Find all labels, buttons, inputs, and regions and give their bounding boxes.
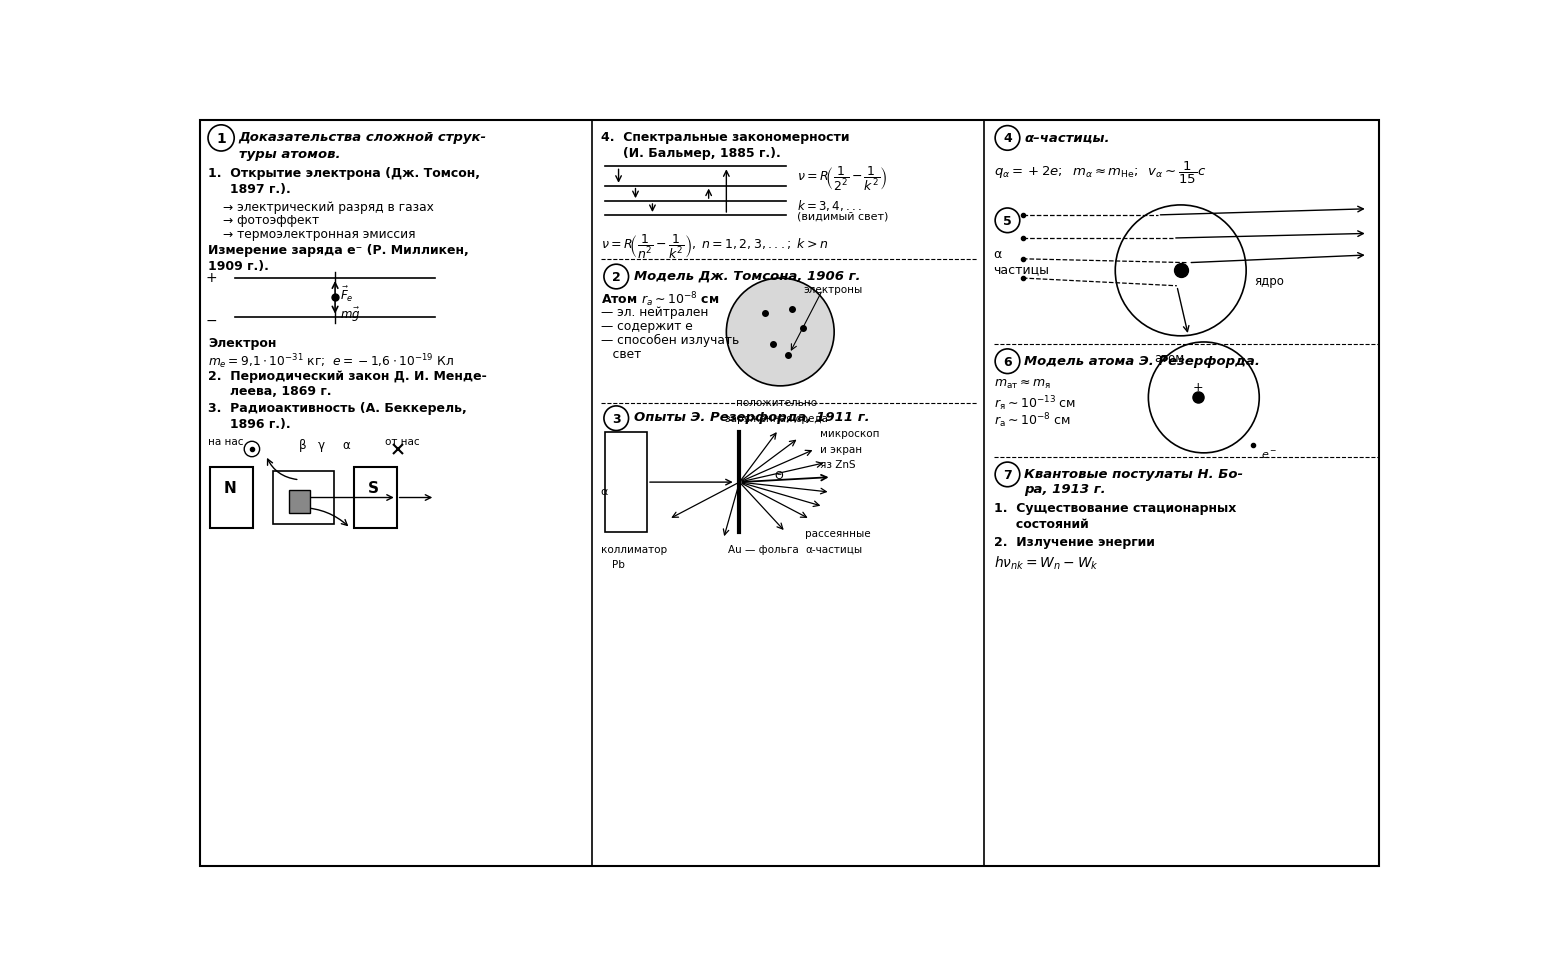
Text: α: α xyxy=(601,487,609,496)
Text: — содержит e: — содержит e xyxy=(601,319,692,332)
Text: свет: свет xyxy=(601,348,641,361)
Text: Модель Дж. Томсона, 1906 г.: Модель Дж. Томсона, 1906 г. xyxy=(633,270,860,282)
Text: 4: 4 xyxy=(1003,132,1012,146)
Text: коллиматор: коллиматор xyxy=(601,544,667,554)
Text: ядро: ядро xyxy=(1254,275,1284,288)
Text: $\Theta$: $\Theta$ xyxy=(774,469,784,481)
FancyBboxPatch shape xyxy=(354,467,396,529)
Text: Квантовые постулаты Н. Бо-: Квантовые постулаты Н. Бо- xyxy=(1025,467,1244,481)
Text: 1897 г.).: 1897 г.). xyxy=(208,183,291,195)
Text: $e^-$: $e^-$ xyxy=(1261,449,1277,461)
Text: электроны: электроны xyxy=(803,285,863,295)
Text: γ: γ xyxy=(317,439,325,451)
Text: 2.  Излучение энергии: 2. Излучение энергии xyxy=(994,535,1154,549)
Text: $q_\alpha = +2e;\;\; m_\alpha \approx m_{\rm He};\;\; v_\alpha \sim \dfrac{1}{15: $q_\alpha = +2e;\;\; m_\alpha \approx m_… xyxy=(994,159,1205,186)
Text: леева, 1869 г.: леева, 1869 г. xyxy=(208,385,331,398)
Text: Атом $r_a \sim 10^{-8}$ см: Атом $r_a \sim 10^{-8}$ см xyxy=(601,290,720,309)
Text: Опыты Э. Резерфорда, 1911 г.: Опыты Э. Резерфорда, 1911 г. xyxy=(633,411,869,424)
Text: → фотоэффект: → фотоэффект xyxy=(223,214,319,227)
Text: — эл. нейтрален: — эл. нейтрален xyxy=(601,306,709,319)
Circle shape xyxy=(726,278,834,387)
Text: S: S xyxy=(367,481,379,495)
Text: +: + xyxy=(1193,381,1204,394)
Text: на нас: на нас xyxy=(208,437,243,446)
FancyBboxPatch shape xyxy=(273,471,333,525)
Text: 3: 3 xyxy=(612,412,621,425)
Text: $k = 3, 4, ...$: $k = 3, 4, ...$ xyxy=(797,198,861,213)
Text: от нас: от нас xyxy=(385,437,419,446)
Text: туры атомов.: туры атомов. xyxy=(239,148,341,161)
Text: 1909 г.).: 1909 г.). xyxy=(208,260,268,273)
Text: α-частицы: α-частицы xyxy=(804,544,861,554)
Text: Au — фольга: Au — фольга xyxy=(727,544,798,554)
Text: частицы: частицы xyxy=(994,264,1049,276)
Text: Электрон: Электрон xyxy=(208,336,276,350)
Text: ра, 1913 г.: ра, 1913 г. xyxy=(1025,483,1106,495)
Text: Доказательства сложной струк-: Доказательства сложной струк- xyxy=(239,131,487,144)
FancyBboxPatch shape xyxy=(604,433,647,532)
Text: 4.  Спектральные закономерности: 4. Спектральные закономерности xyxy=(601,131,849,144)
Text: атом: атом xyxy=(1154,352,1185,364)
Text: рассеянные: рассеянные xyxy=(804,529,871,538)
Text: $m_e = 9{,}1\cdot10^{-31}$ кг;  $e = -1{,}6\cdot10^{-19}$ Кл: $m_e = 9{,}1\cdot10^{-31}$ кг; $e = -1{,… xyxy=(208,352,455,370)
Text: β: β xyxy=(299,439,307,451)
Text: 1: 1 xyxy=(216,132,227,146)
Text: состояний: состояний xyxy=(994,517,1088,531)
Text: $\nu = R\!\left(\dfrac{1}{2^2}-\dfrac{1}{k^2}\right)$: $\nu = R\!\left(\dfrac{1}{2^2}-\dfrac{1}… xyxy=(797,165,888,193)
Text: заряженная среда: заряженная среда xyxy=(724,413,828,423)
Text: N: N xyxy=(223,481,236,495)
Text: 1.  Существование стационарных: 1. Существование стационарных xyxy=(994,502,1236,515)
Text: (И. Бальмер, 1885 г.).: (И. Бальмер, 1885 г.). xyxy=(601,147,781,159)
Text: $r_{\rm а} \sim 10^{-8}$ см: $r_{\rm а} \sim 10^{-8}$ см xyxy=(994,411,1071,430)
Text: Измерение заряда e⁻ (Р. Милликен,: Измерение заряда e⁻ (Р. Милликен, xyxy=(208,244,468,257)
Text: 3.  Радиоактивность (А. Беккерель,: 3. Радиоактивность (А. Беккерель, xyxy=(208,402,467,415)
Text: яз ZnS: яз ZnS xyxy=(820,459,855,470)
Text: 1.  Открытие электрона (Дж. Томсон,: 1. Открытие электрона (Дж. Томсон, xyxy=(208,167,481,180)
Text: $r_{\rm я} \sim 10^{-13}$ см: $r_{\rm я} \sim 10^{-13}$ см xyxy=(994,394,1076,413)
Text: $m_{\rm ат} \approx m_{\rm я}$: $m_{\rm ат} \approx m_{\rm я}$ xyxy=(994,377,1051,391)
FancyBboxPatch shape xyxy=(288,490,310,513)
Text: — способен излучать: — способен излучать xyxy=(601,333,740,347)
Text: $m\vec{g}$: $m\vec{g}$ xyxy=(341,306,361,323)
Text: положительно: положительно xyxy=(737,398,817,408)
Text: $\vec{F}_e$: $\vec{F}_e$ xyxy=(341,284,354,303)
Text: Модель атома Э. Резерфорда.: Модель атома Э. Резерфорда. xyxy=(1025,354,1261,367)
Text: α: α xyxy=(342,439,350,451)
Text: α: α xyxy=(994,248,1002,261)
Text: → электрический разряд в газах: → электрический разряд в газах xyxy=(223,200,435,213)
Text: α–частицы.: α–частицы. xyxy=(1025,131,1110,144)
Text: 5: 5 xyxy=(1003,215,1012,228)
Text: −: − xyxy=(205,314,217,327)
FancyBboxPatch shape xyxy=(210,467,253,529)
Text: 1896 г.).: 1896 г.). xyxy=(208,417,291,430)
Text: 7: 7 xyxy=(1003,468,1012,482)
Text: (видимый свет): (видимый свет) xyxy=(797,211,889,221)
Text: микроскоп: микроскоп xyxy=(820,429,880,439)
Text: $\nu = R\!\left(\dfrac{1}{n^2}-\dfrac{1}{k^2}\right),\; n=1,2,3,...;\; k>n$: $\nu = R\!\left(\dfrac{1}{n^2}-\dfrac{1}… xyxy=(601,233,828,261)
Text: Pb: Pb xyxy=(612,560,626,570)
Text: +: + xyxy=(205,271,217,285)
Text: → термоэлектронная эмиссия: → термоэлектронная эмиссия xyxy=(223,228,416,241)
Text: 2: 2 xyxy=(612,271,621,283)
Text: 6: 6 xyxy=(1003,356,1012,368)
Text: 2.  Периодический закон Д. И. Менде-: 2. Периодический закон Д. И. Менде- xyxy=(208,369,487,383)
Text: и экран: и экран xyxy=(820,445,863,454)
Text: $h\nu_{nk} = W_n - W_k$: $h\nu_{nk} = W_n - W_k$ xyxy=(994,554,1099,572)
